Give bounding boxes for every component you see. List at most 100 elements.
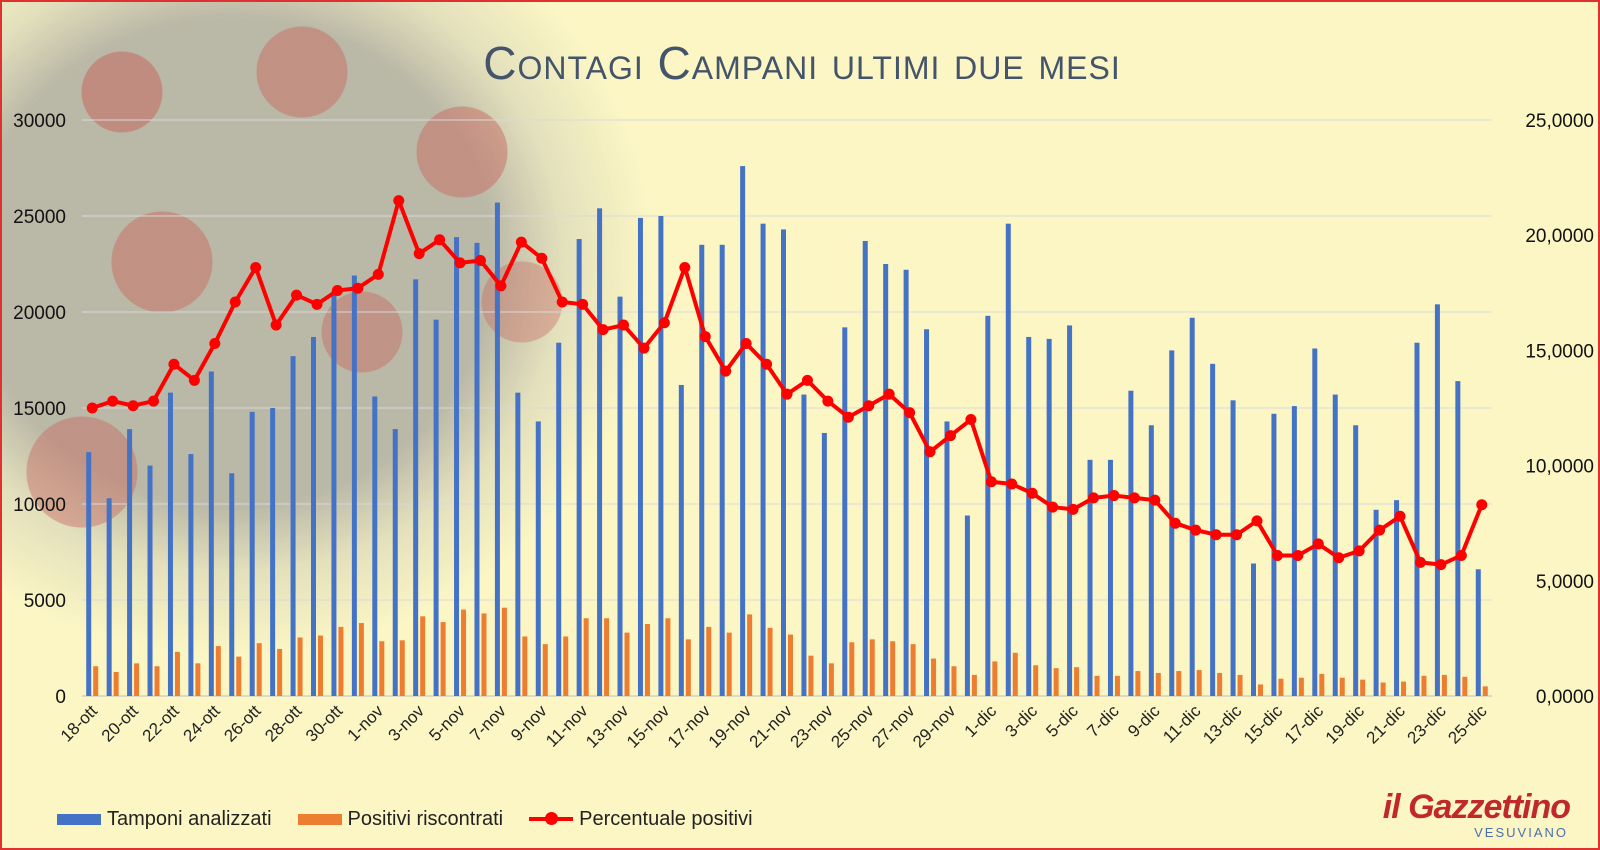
point-percentuale — [863, 400, 875, 412]
x-axis-tick-label: 29-nov — [909, 701, 960, 752]
point-percentuale — [1047, 501, 1059, 513]
legend-item-tamponi: Tamponi analizzati — [57, 808, 272, 831]
bar-tamponi — [127, 429, 133, 696]
bar-tamponi — [290, 356, 296, 696]
point-percentuale — [965, 414, 977, 426]
bar-tamponi — [637, 217, 643, 697]
bar-positivi — [297, 637, 303, 696]
bar-positivi — [1319, 673, 1325, 696]
x-axis-tick-label: 19-nov — [705, 701, 756, 752]
x-axis-tick-label: 15-dic — [1240, 701, 1287, 748]
point-percentuale — [250, 261, 262, 273]
x-axis-tick-label: 30-ott — [302, 701, 346, 745]
bar-tamponi — [351, 275, 357, 696]
y-axis-tick-label: 25000 — [13, 207, 66, 228]
x-axis-tick-label: 9-dic — [1124, 701, 1164, 741]
bar-positivi — [1441, 674, 1447, 696]
bar-positivi — [1380, 682, 1386, 696]
bar-tamponi — [1230, 400, 1236, 696]
bar-positivi — [215, 646, 221, 696]
bar-positivi — [563, 636, 569, 696]
point-percentuale — [761, 358, 773, 370]
point-percentuale — [781, 388, 793, 400]
x-axis-tick-label: 17-dic — [1281, 701, 1328, 748]
legend-marker-percentuale — [545, 812, 559, 825]
point-percentuale — [148, 395, 160, 407]
point-percentuale — [107, 395, 119, 407]
legend-label-percentuale: Percentuale positivi — [579, 807, 753, 830]
bar-tamponi — [1373, 509, 1379, 696]
legend-swatch-positivi — [297, 813, 342, 825]
bar-tamponi — [413, 279, 419, 696]
bar-positivi — [1114, 675, 1120, 696]
bar-positivi — [501, 607, 507, 696]
y2-axis-tick-label: 20,0000 — [1525, 226, 1594, 247]
x-axis-tick-label: 20-ott — [98, 701, 142, 745]
bar-positivi — [338, 626, 344, 696]
bar-tamponi — [229, 473, 235, 696]
bar-tamponi — [1087, 459, 1093, 696]
bar-positivi — [1258, 684, 1263, 696]
bar-tamponi — [1353, 425, 1359, 696]
point-percentuale — [1312, 538, 1324, 550]
point-percentuale — [515, 236, 527, 248]
bar-tamponi — [311, 336, 316, 696]
point-percentuale — [209, 337, 221, 349]
x-axis-tick-label: 5-nov — [425, 701, 469, 745]
x-axis-tick-label: 22-ott — [139, 701, 183, 745]
y2-axis-tick-label: 25,0000 — [1525, 111, 1594, 132]
bar-tamponi — [781, 229, 786, 696]
bar-positivi — [808, 655, 814, 696]
x-axis-tick-label: 26-ott — [220, 701, 264, 745]
point-percentuale — [1333, 552, 1345, 564]
y2-axis-tick-label: 15,0000 — [1525, 341, 1594, 362]
point-percentuale — [924, 446, 936, 458]
point-percentuale — [1271, 549, 1283, 561]
y2-axis-tick-label: 5,0000 — [1536, 572, 1594, 593]
point-percentuale — [352, 282, 364, 294]
bar-tamponi — [208, 371, 214, 696]
bar-positivi — [644, 624, 650, 696]
point-percentuale — [311, 298, 323, 310]
x-axis-tick-label: 21-dic — [1363, 701, 1410, 748]
bar-tamponi — [454, 237, 460, 696]
bar-positivi — [583, 618, 589, 696]
point-percentuale — [577, 298, 589, 310]
bar-positivi — [849, 642, 855, 696]
bar-positivi — [542, 644, 548, 696]
legend-label-positivi: Positivi riscontrati — [347, 807, 504, 830]
point-percentuale — [1374, 524, 1386, 536]
bar-positivi — [1074, 667, 1080, 696]
legend-item-percentuale: Percentuale positivi — [529, 807, 753, 831]
x-axis-tick-label: 19-dic — [1322, 701, 1369, 748]
y-axis-tick-label: 15000 — [13, 399, 66, 420]
y-axis-tick-label: 10000 — [13, 495, 66, 516]
point-percentuale — [270, 319, 282, 331]
point-percentuale — [1210, 529, 1222, 541]
bar-tamponi — [1394, 500, 1400, 696]
bar-positivi — [788, 634, 793, 696]
point-percentuale — [720, 365, 732, 377]
bar-positivi — [420, 616, 426, 696]
point-percentuale — [86, 402, 98, 414]
bar-tamponi — [1434, 304, 1440, 696]
point-percentuale — [1435, 559, 1447, 571]
bar-tamponi — [740, 166, 746, 696]
x-axis-tick-label: 23-nov — [787, 701, 838, 752]
point-percentuale — [1251, 515, 1263, 527]
bar-positivi — [665, 618, 671, 696]
point-percentuale — [1394, 510, 1406, 522]
x-axis-tick-label: 5-dic — [1042, 701, 1082, 741]
bar-positivi — [379, 641, 385, 696]
bar-positivi — [869, 639, 875, 696]
legend-label-tamponi: Tamponi analizzati — [107, 807, 272, 830]
point-percentuale — [1088, 492, 1100, 504]
point-percentuale — [883, 388, 895, 400]
bar-tamponi — [1005, 223, 1011, 696]
bar-tamponi — [494, 202, 500, 696]
bar-positivi — [358, 623, 364, 696]
bar-positivi — [685, 639, 691, 696]
bar-tamponi — [106, 498, 112, 696]
bar-tamponi — [1189, 317, 1195, 696]
